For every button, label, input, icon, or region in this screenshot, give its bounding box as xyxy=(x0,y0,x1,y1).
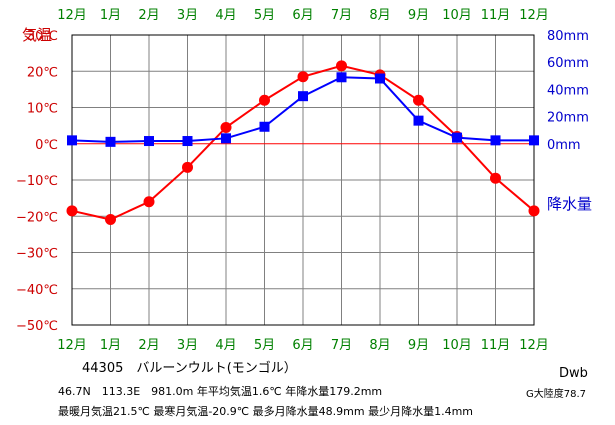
left-tick-label: −50℃ xyxy=(16,319,58,334)
right-tick-label: 60mm xyxy=(547,56,589,71)
plot-frame xyxy=(71,34,535,326)
temperature-point xyxy=(182,161,193,173)
precipitation-point xyxy=(490,135,501,146)
temperature-point xyxy=(220,121,232,133)
month-label-top: 9月 xyxy=(408,8,429,23)
precipitation-point xyxy=(375,73,385,84)
month-label-top: 11月 xyxy=(481,8,511,23)
series xyxy=(66,60,540,226)
month-label-bottom: 8月 xyxy=(369,338,390,353)
month-label-bottom: 10月 xyxy=(442,338,472,353)
precipitation-point xyxy=(298,91,308,102)
month-label-bottom: 7月 xyxy=(331,338,352,353)
station-stats-line-2: 最暖月気温21.5℃ 最寒月気温-20.9℃ 最多月降水量48.9mm 最少月降… xyxy=(58,405,473,418)
month-label-bottom: 2月 xyxy=(138,338,159,353)
precipitation-point xyxy=(529,135,539,146)
month-label-top: 10月 xyxy=(442,8,472,23)
month-label-top: 1月 xyxy=(100,8,121,23)
precipitation-point xyxy=(452,132,462,143)
temperature-point xyxy=(490,172,501,184)
month-label-bottom: 1月 xyxy=(100,338,121,353)
month-label-top: 4月 xyxy=(215,8,236,23)
labels: 12月 12月 1月 1月 2月 2月 3月 3月 4月 4月 5月 5月 6月 6月 7月 7月 8月 8月 9月… xyxy=(16,8,592,353)
temperature-point xyxy=(413,94,424,106)
left-tick-label: 10℃ xyxy=(27,102,58,117)
month-label-bottom: 5月 xyxy=(254,338,275,353)
month-label-top: 7月 xyxy=(331,8,352,23)
right-axis-title: 降水量 xyxy=(547,195,592,213)
month-label-bottom: 6月 xyxy=(292,338,313,353)
month-label-top: 3月 xyxy=(177,8,198,23)
precipitation-point xyxy=(105,136,116,147)
precipitation-point xyxy=(182,136,193,147)
month-label-bottom: 4月 xyxy=(215,338,236,353)
month-label-top: 12月 xyxy=(57,8,87,23)
temperature-point xyxy=(528,205,540,217)
month-label-top: 6月 xyxy=(292,8,313,23)
axes xyxy=(71,34,535,326)
right-tick-label: 20mm xyxy=(547,111,589,126)
temperature-point xyxy=(297,71,309,83)
right-tick-label: 40mm xyxy=(547,83,589,98)
temperature-point xyxy=(66,205,78,217)
left-tick-label: −20℃ xyxy=(16,210,58,225)
month-label-bottom: 12月 xyxy=(57,338,87,353)
temperature-point xyxy=(259,94,270,106)
precipitation-point xyxy=(259,121,270,132)
station-stats-line-1: 46.7N 113.3E 981.0m 年平均気温1.6℃ 年降水量179.2m… xyxy=(58,385,383,398)
temperature-point xyxy=(143,196,155,208)
month-label-bottom: 12月 xyxy=(519,338,549,353)
left-tick-label: −10℃ xyxy=(16,174,58,189)
month-label-bottom: 11月 xyxy=(481,338,511,353)
climate-class: Dwb xyxy=(559,366,588,381)
left-tick-label: 30℃ xyxy=(27,29,58,44)
month-label-bottom: 3月 xyxy=(177,338,198,353)
month-label-top: 12月 xyxy=(519,8,549,23)
left-tick-label: −30℃ xyxy=(16,247,58,262)
left-tick-label: −40℃ xyxy=(16,283,58,298)
left-tick-label: 0℃ xyxy=(35,138,58,153)
month-label-top: 8月 xyxy=(369,8,390,23)
month-label-bottom: 9月 xyxy=(408,338,429,353)
grid xyxy=(72,35,534,325)
precipitation-point xyxy=(413,115,424,126)
temperature-point xyxy=(105,214,116,226)
month-label-top: 2月 xyxy=(138,8,159,23)
precipitation-point xyxy=(144,136,154,147)
precipitation-point xyxy=(336,72,347,83)
temperature-point xyxy=(336,60,347,72)
precipitation-point xyxy=(67,135,77,146)
precipitation-point xyxy=(221,133,231,144)
continentality-index: G大陸度78.7 xyxy=(526,389,587,400)
month-label-top: 5月 xyxy=(254,8,275,23)
left-axis-title: 気温 xyxy=(22,26,52,44)
right-tick-label: 80mm xyxy=(547,29,589,44)
right-tick-label: 0mm xyxy=(547,138,581,153)
left-tick-label: 20℃ xyxy=(27,65,58,80)
station-name: 44305 バルーンウルト(モンゴル） xyxy=(82,361,297,376)
